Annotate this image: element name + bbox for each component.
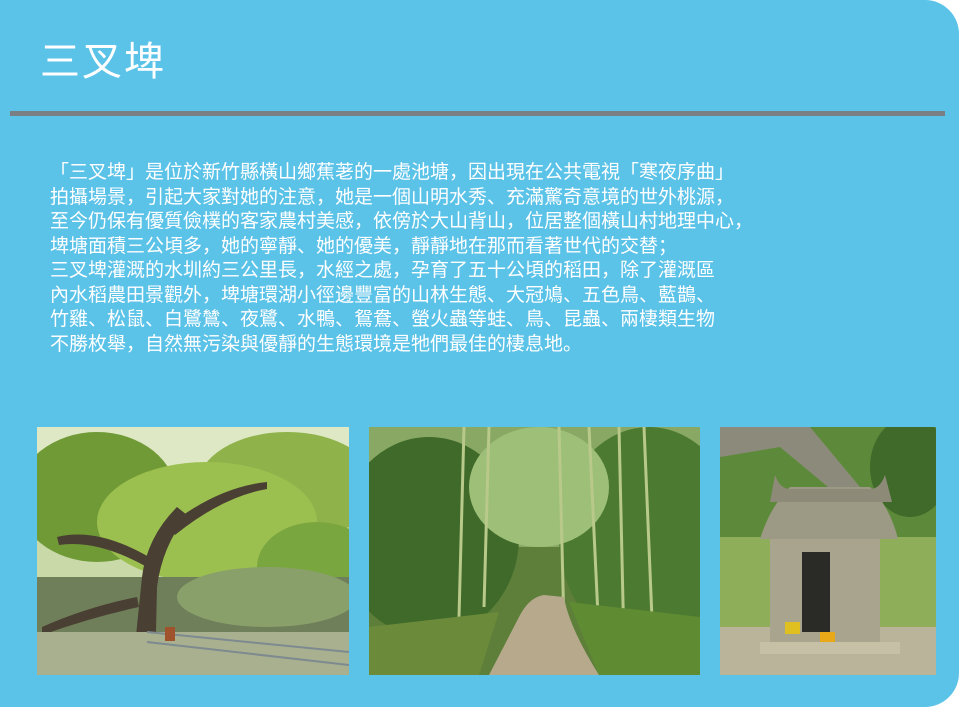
description-line: 竹雞、松鼠、白鷺鷥、夜鷺、水鴨、鴛鴦、螢火蟲等蛙、鳥、昆蟲、兩棲類生物 [50, 308, 716, 330]
title-divider [10, 111, 945, 116]
description-line: 埤塘面積三公頃多，她的寧靜、她的優美，靜靜地在那而看著世代的交替； [50, 234, 678, 257]
description-line: 三叉埤灌溉的水圳約三公里長，水經之處，孕育了五十公頃的稻田，除了灌溉區 [50, 259, 716, 281]
description-line: 不勝枚舉，自然無污染與優靜的生態環境是牠們最佳的棲息地。 [50, 332, 583, 355]
earth-god-shrine-photo [720, 427, 936, 675]
bamboo-trail-photo [369, 427, 700, 675]
page-title: 三叉埤 [40, 39, 166, 85]
description-line: 拍攝場景，引起大家對她的注意，她是一個山明水秀、充滿驚奇意境的世外桃源， [50, 185, 735, 208]
description-line: 至今仍保有優質儉樸的客家農村美感，依傍於大山背山，位居整個橫山村地理中心， [50, 210, 754, 232]
pond-tree-photo [37, 427, 349, 675]
description-line: 「三叉埤」是位於新竹縣橫山鄉蕉荖的一處池塘，因出現在公共電視「寒夜序曲」 [50, 161, 735, 183]
description-line: 內水稻農田景觀外，埤塘環湖小徑邊豐富的山林生態、大冠鳩、五色鳥、藍鵲、 [50, 283, 716, 306]
description-paragraph: 「三叉埤」是位於新竹縣橫山鄉蕉荖的一處池塘，因出現在公共電視「寒夜序曲」 拍攝場… [50, 160, 950, 356]
